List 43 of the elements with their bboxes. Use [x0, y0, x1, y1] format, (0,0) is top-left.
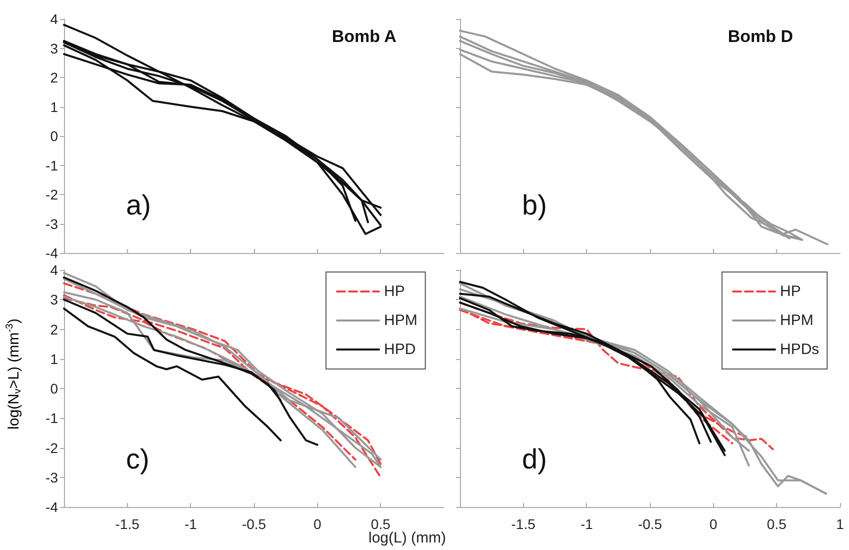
y-tick-label: 2 — [50, 321, 58, 338]
x-tick-label: -0.5 — [638, 516, 662, 532]
y-tick-label: -2 — [46, 440, 58, 456]
annotation: c) — [126, 444, 150, 474]
legend-label: HPM — [384, 312, 418, 329]
y-tick-label: 4 — [50, 262, 58, 278]
x-axis-title: log(L) (mm) — [368, 530, 446, 546]
y-tick-label: 1 — [50, 98, 58, 115]
y-tick-label: -4 — [46, 499, 58, 515]
legend-label: HP — [384, 283, 405, 300]
x-tick-label: -1.5 — [511, 516, 536, 532]
y-tick-label: -1 — [46, 157, 58, 174]
x-tick-label: 0 — [313, 516, 322, 532]
x-tick-label: -1 — [580, 516, 594, 532]
y-tick-label: 3 — [50, 40, 58, 56]
y-axis-title: log(Nv>L) (mm-3) — [4, 318, 24, 430]
x-tick-label: -1.5 — [115, 516, 140, 532]
x-tick-label: -0.5 — [242, 516, 266, 532]
y-tick-label: 0 — [50, 128, 58, 144]
text: Bomb A — [332, 27, 396, 46]
y-tick-label: -3 — [46, 469, 58, 486]
annotation: d) — [522, 444, 547, 474]
x-tick-label: 0.5 — [766, 516, 787, 532]
y-tick-label: 0 — [50, 380, 58, 396]
legend-label: HP — [780, 283, 801, 300]
annotation: a) — [126, 190, 151, 220]
x-tick-label: 0.5 — [370, 516, 391, 532]
text: Bomb D — [728, 27, 794, 46]
y-tick-label: 4 — [50, 11, 58, 27]
x-tick-label: 1 — [836, 516, 844, 532]
legend-label: HPDs — [780, 341, 820, 358]
y-tick-label: -2 — [46, 186, 58, 202]
annotation: b) — [522, 190, 547, 220]
x-tick-label: 0 — [709, 516, 718, 532]
y-tick-label: -4 — [46, 245, 58, 261]
y-tick-label: -1 — [46, 410, 58, 426]
y-tick-label: 2 — [50, 70, 58, 86]
x-tick-label: -1 — [184, 516, 198, 532]
legend-label: HPM — [780, 312, 814, 329]
y-tick-label: -3 — [46, 216, 58, 232]
legend-label: HPD — [384, 341, 416, 358]
y-tick-label: 3 — [50, 292, 58, 308]
y-tick-label: 1 — [50, 350, 58, 367]
